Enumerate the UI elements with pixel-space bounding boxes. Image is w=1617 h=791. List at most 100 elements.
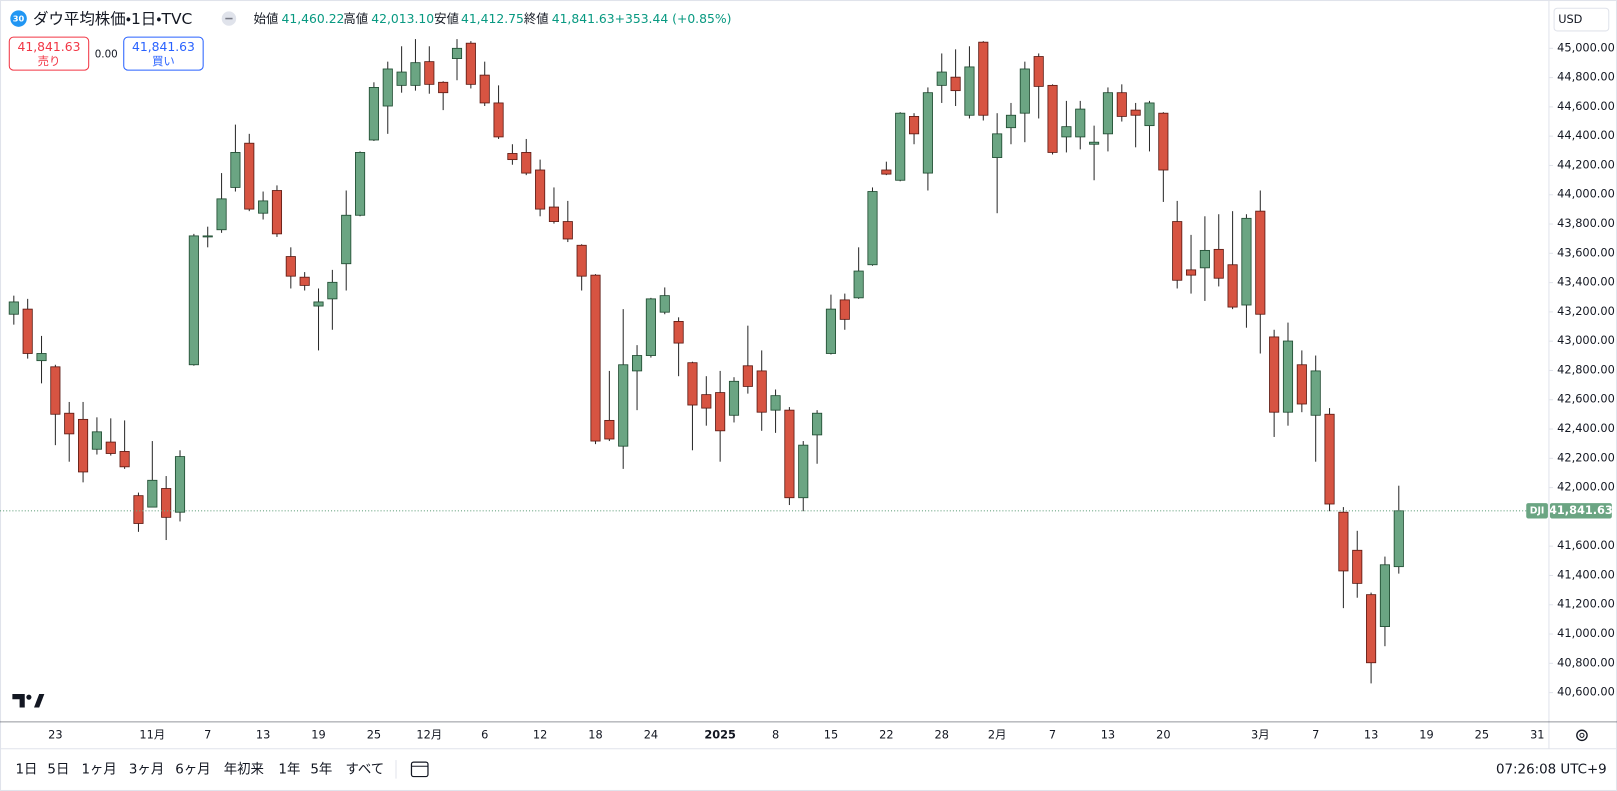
candle-body: [1324, 413, 1335, 505]
sell-button[interactable]: [8, 36, 90, 71]
candle-body: [8, 301, 19, 315]
candle-body: [1172, 221, 1183, 281]
candle-body: [299, 276, 310, 286]
candle-body: [465, 42, 476, 85]
symbol-badge[interactable]: [10, 10, 27, 27]
candle-body: [1075, 108, 1086, 138]
candle-body: [1338, 511, 1349, 572]
candle-body: [1144, 102, 1155, 127]
candle-body: [1255, 210, 1266, 315]
candle-body: [895, 112, 906, 181]
y-tick-label: 43,800.00: [1557, 216, 1615, 230]
candle-body: [562, 221, 573, 240]
y-tick-label: 41,200.00: [1557, 597, 1615, 611]
range-button[interactable]: 1年: [278, 761, 300, 777]
ohlc-value: 42,013.10: [371, 12, 434, 26]
x-tick-label: 13: [1101, 727, 1115, 741]
x-tick-label: 24: [644, 727, 658, 741]
y-tick-label: 44,200.00: [1557, 157, 1615, 171]
x-tick-label: 31: [1530, 727, 1544, 741]
candle-body: [1296, 364, 1307, 405]
candle-body: [258, 200, 269, 214]
y-tick-label: 41,600.00: [1557, 538, 1615, 552]
range-button[interactable]: 年初来: [224, 761, 264, 777]
candle-body: [174, 456, 186, 513]
y-tick-label: 42,800.00: [1557, 362, 1615, 376]
y-tick-label: 43,200.00: [1557, 304, 1615, 318]
candle-body: [839, 299, 850, 320]
calendar-icon: [410, 761, 429, 778]
buy-price: 41,841.63: [132, 40, 195, 54]
candle-body: [451, 47, 463, 59]
range-button[interactable]: 1日: [15, 762, 37, 777]
x-tick-label: 20: [1156, 727, 1170, 741]
spread: 0.00: [95, 49, 118, 61]
buy-label: 買い: [152, 54, 175, 68]
candle-body: [188, 235, 199, 366]
range-button[interactable]: 3ヶ月: [129, 762, 164, 777]
candle-body: [202, 235, 213, 238]
candle-body: [825, 308, 837, 354]
candle-body: [1033, 56, 1044, 87]
candle-body: [1047, 84, 1058, 153]
range-button[interactable]: 5年: [310, 761, 332, 777]
range-button[interactable]: 6ヶ月: [175, 762, 210, 777]
y-tick-label: 42,200.00: [1557, 450, 1615, 464]
x-tick-label: 18: [588, 727, 602, 741]
clock[interactable]: 07:26:08 UTC+9: [1496, 762, 1607, 777]
candle-body: [742, 365, 753, 387]
x-tick-label: 15: [824, 727, 838, 741]
y-tick-label: 43,000.00: [1557, 333, 1615, 347]
logo-part: [26, 694, 32, 700]
y-tick-label: 40,800.00: [1557, 655, 1615, 669]
x-tick-label: 28: [935, 727, 949, 741]
candle-body: [22, 308, 33, 354]
candle-body: [950, 76, 961, 92]
x-tick-label: 2月: [988, 727, 1007, 741]
candle-body: [728, 380, 740, 416]
candle-body: [1393, 510, 1404, 568]
x-tick-label: 12月: [416, 727, 442, 741]
settings-button[interactable]: [1576, 729, 1588, 742]
candle-body: [507, 153, 518, 161]
symbol-tag-text: DJI: [1530, 505, 1545, 516]
range-button[interactable]: 5日: [47, 762, 69, 777]
logo-part: [34, 694, 45, 708]
symbol-tag: [1526, 503, 1548, 519]
candle-body: [410, 62, 421, 86]
ohlc-value: 41,841.63: [552, 12, 615, 26]
symbol-title[interactable]: ダウ平均株価・1日・TVC: [33, 10, 192, 28]
candle-body: [618, 364, 629, 447]
candle-body: [341, 214, 352, 265]
candle-body: [798, 444, 809, 499]
x-tick-label: 22: [879, 727, 893, 741]
x-tick-label: 23: [48, 727, 62, 741]
candle-body: [701, 394, 712, 409]
candle-body: [1379, 564, 1390, 627]
candle-body: [853, 270, 864, 299]
currency-label: USD: [1558, 12, 1582, 26]
candle-body: [576, 244, 587, 277]
ohlc-label: 始値: [254, 11, 279, 26]
range-button[interactable]: 1ヶ月: [81, 762, 116, 777]
buy-button[interactable]: [123, 36, 204, 71]
candle-body: [91, 431, 102, 450]
candle-body: [1089, 141, 1100, 145]
x-tick-label: 6: [481, 727, 488, 741]
y-tick-label: 44,400.00: [1557, 128, 1615, 142]
range-button[interactable]: すべて: [345, 761, 384, 777]
y-tick-label: 45,000.00: [1557, 40, 1615, 54]
tradingview-logo[interactable]: [12, 694, 45, 708]
date-range-button[interactable]: [410, 761, 429, 778]
y-tick-label: 42,600.00: [1557, 392, 1615, 406]
candle-body: [604, 419, 615, 440]
candle-body: [1019, 68, 1030, 114]
candle-body: [978, 41, 989, 116]
candle-body: [36, 353, 47, 362]
candle-body: [1269, 336, 1280, 413]
ohlc-value: 41,412.75: [461, 12, 524, 26]
currency-select[interactable]: [1553, 7, 1610, 32]
